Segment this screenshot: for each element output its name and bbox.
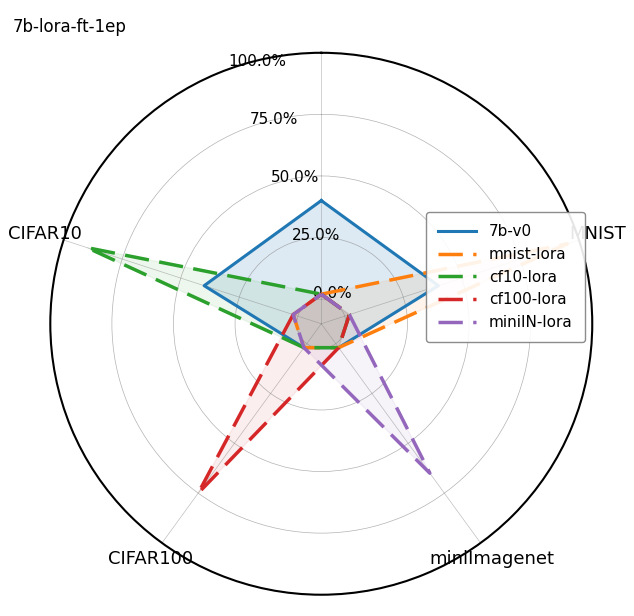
cf10-lora — [346, 311, 353, 318]
7b-v0 — [335, 344, 342, 351]
7b-v0 — [435, 282, 443, 290]
Legend: 7b-v0, mnist-lora, cf10-lora, cf100-lora, miniIN-lora: 7b-v0, mnist-lora, cf10-lora, cf100-lora… — [426, 212, 585, 342]
Polygon shape — [198, 294, 349, 493]
mnist-lora — [335, 344, 342, 351]
7b-v0 — [318, 197, 325, 205]
cf100-lora — [335, 344, 342, 351]
cf10-lora — [318, 291, 325, 298]
cf10-lora — [335, 344, 342, 351]
cf10-lora — [83, 244, 91, 251]
mnist-lora — [300, 344, 307, 351]
7b-v0 — [200, 282, 208, 290]
mnist-lora — [318, 291, 325, 298]
cf10-lora — [318, 291, 325, 298]
miniIN-lora — [300, 344, 307, 351]
mnist-lora — [289, 311, 297, 318]
7b-v0 — [300, 344, 307, 351]
miniIN-lora — [426, 469, 434, 477]
Line: mnist-lora: mnist-lora — [293, 244, 567, 347]
cf100-lora — [289, 311, 297, 318]
7b-v0 — [318, 197, 325, 205]
Polygon shape — [204, 201, 439, 347]
Text: 7b-lora-ft-1ep: 7b-lora-ft-1ep — [13, 18, 127, 36]
cf100-lora — [318, 291, 325, 298]
miniIN-lora — [346, 311, 353, 318]
cf100-lora — [318, 291, 325, 298]
mnist-lora — [564, 240, 571, 248]
cf10-lora — [300, 344, 307, 351]
Line: 7b-v0: 7b-v0 — [204, 201, 439, 347]
cf100-lora — [195, 490, 202, 497]
cf100-lora — [346, 311, 353, 318]
miniIN-lora — [289, 311, 297, 318]
Polygon shape — [293, 244, 567, 347]
mnist-lora — [318, 291, 325, 298]
Polygon shape — [87, 248, 349, 347]
Line: miniIN-lora: miniIN-lora — [293, 294, 430, 473]
Line: cf100-lora: cf100-lora — [198, 294, 349, 493]
miniIN-lora — [318, 291, 325, 298]
Polygon shape — [293, 294, 430, 473]
miniIN-lora — [318, 291, 325, 298]
Line: cf10-lora: cf10-lora — [87, 248, 349, 347]
